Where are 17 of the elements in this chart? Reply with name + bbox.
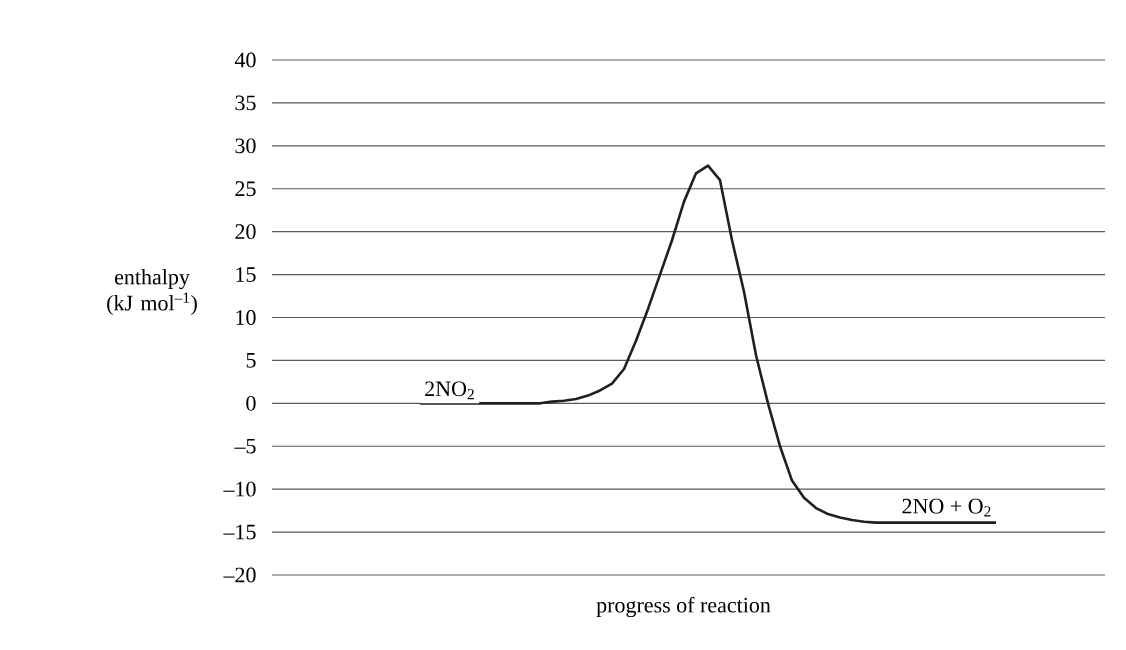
- y-tick-label: –10: [223, 481, 256, 497]
- y-tick-label: 15: [236, 267, 256, 282]
- y-tick-label: 30: [235, 138, 256, 154]
- y-axis-title: enthalpy (kJ mol$^{–1}$): [107, 269, 197, 315]
- y-tick-label: 0: [246, 395, 256, 411]
- y-tick-label: 35: [235, 95, 256, 111]
- y-tick-label: 40: [234, 52, 256, 68]
- y-tick-label: 5: [246, 353, 256, 368]
- y-tick-label: 25: [235, 181, 256, 197]
- x-axis-title: progress of reaction: [596, 596, 771, 618]
- annotation: 2NO$_{2}$: [425, 381, 474, 400]
- y-tick-label: 10: [236, 310, 256, 325]
- annotation: 2NO + O$_{2}$: [902, 498, 991, 517]
- y-tick-label: –5: [234, 438, 256, 454]
- y-tick-label: –15: [223, 524, 256, 540]
- y-tick-label: 20: [235, 224, 256, 240]
- y-tick-label: –20: [223, 567, 256, 583]
